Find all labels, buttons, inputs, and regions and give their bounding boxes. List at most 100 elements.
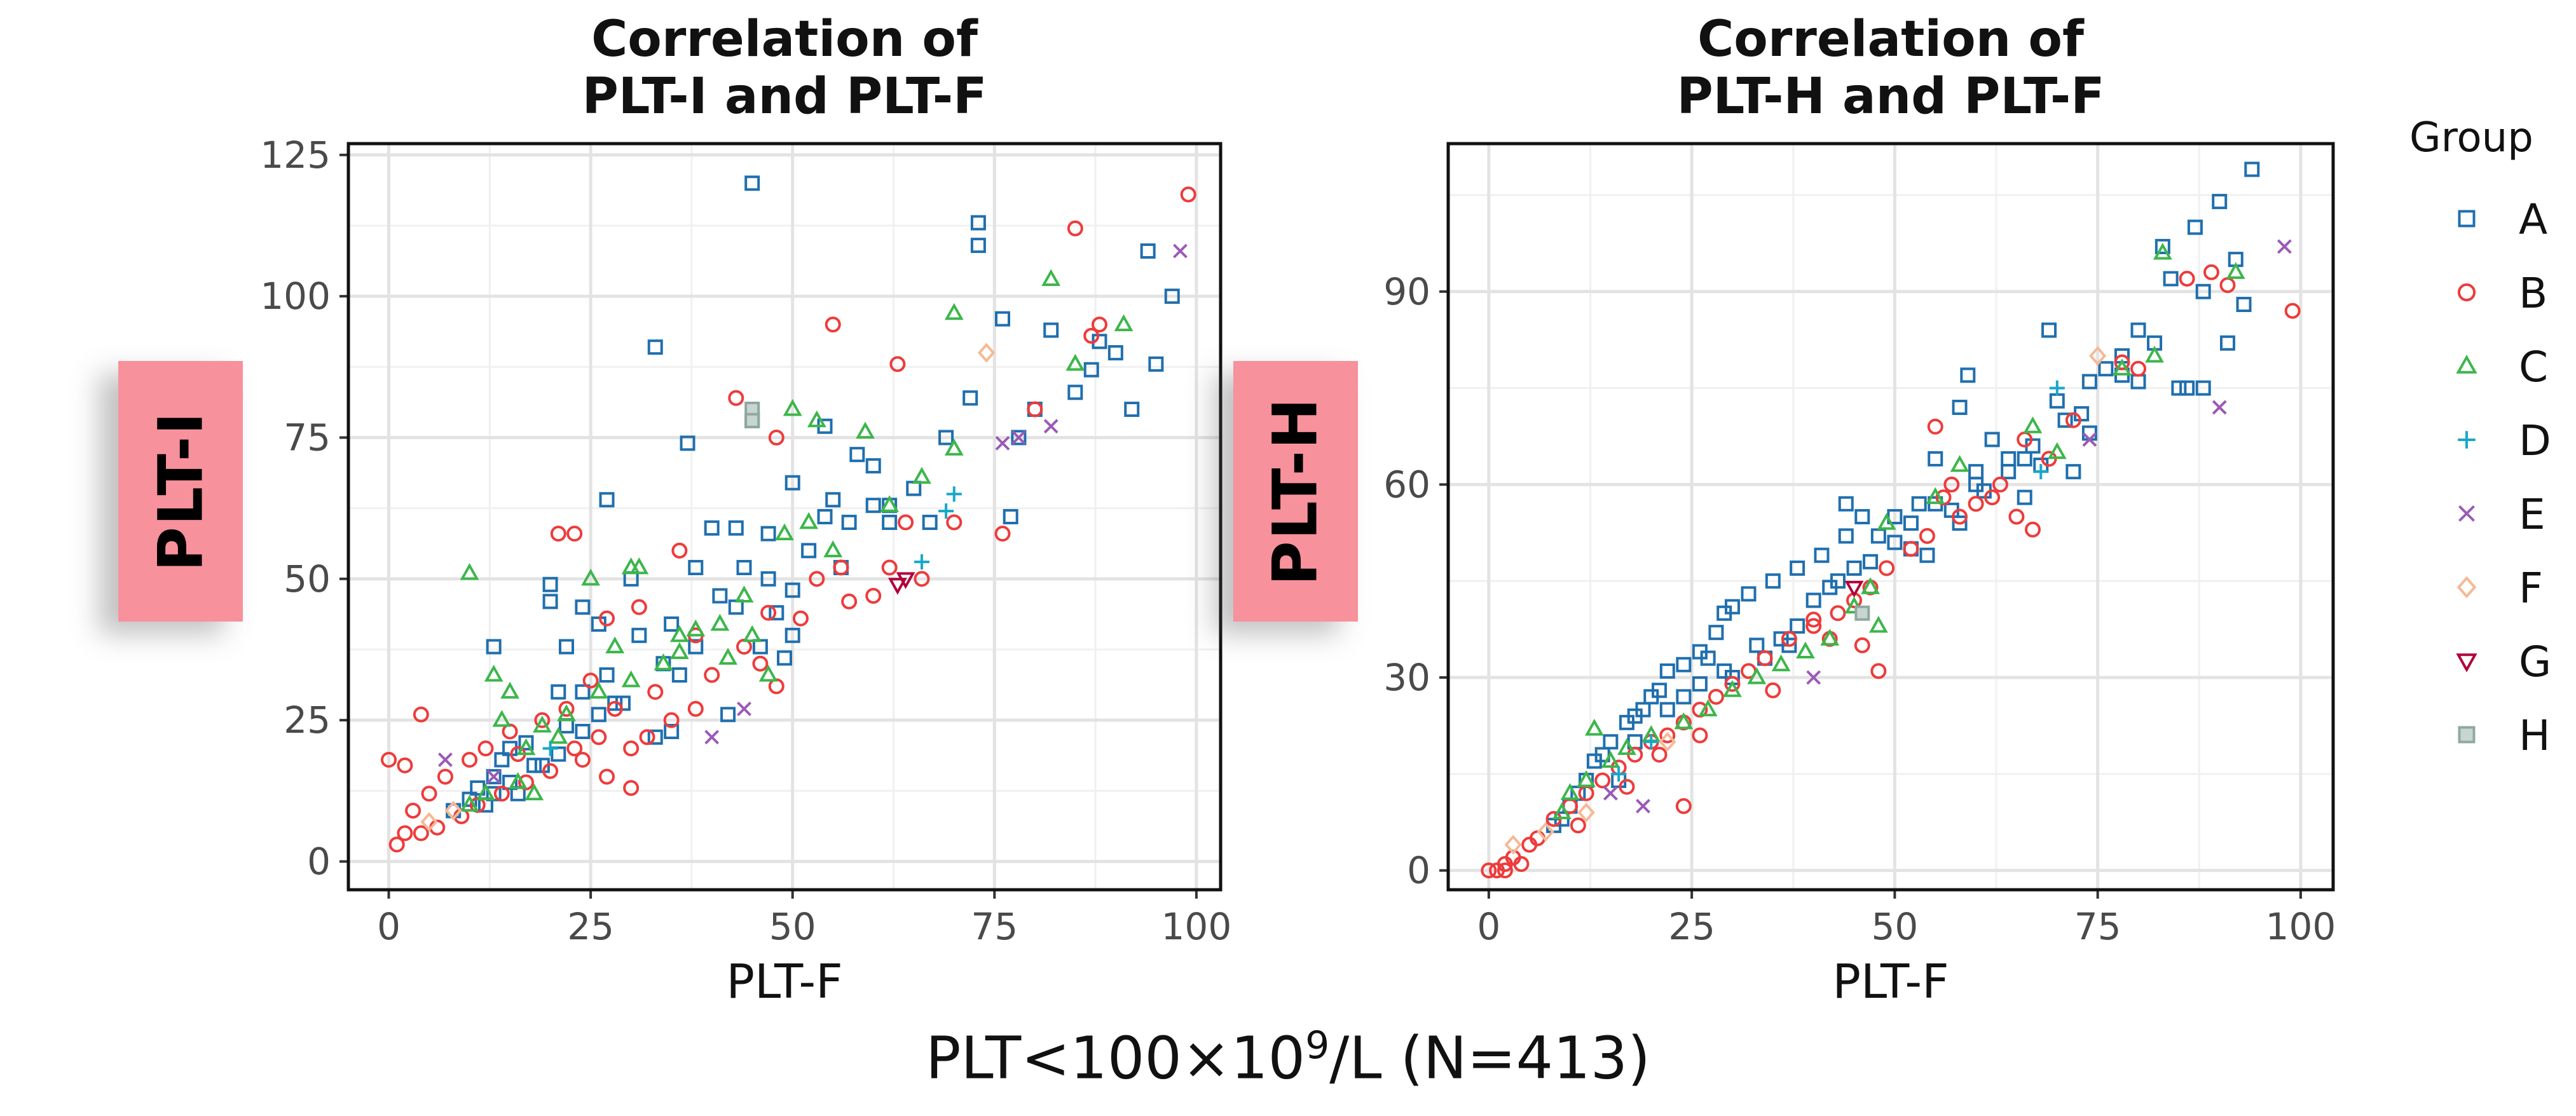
data-point-C	[532, 715, 552, 733]
data-point-A	[1854, 509, 1870, 524]
data-point-A	[607, 695, 623, 711]
x-tick-label: 75	[971, 905, 1018, 948]
data-point-A	[1011, 430, 1027, 446]
data-point-A	[526, 758, 542, 773]
chart-title-line: Correlation of	[591, 11, 978, 68]
data-point-C	[476, 783, 495, 801]
data-point-B	[599, 610, 615, 627]
data-point-C	[758, 664, 778, 682]
data-point-C	[944, 303, 964, 320]
data-point-A	[1003, 509, 1018, 524]
data-point-C	[500, 681, 519, 699]
data-point-A	[2212, 194, 2228, 210]
data-point-B	[1870, 663, 1887, 679]
data-point-C	[1041, 269, 1061, 286]
legend-key-G	[2456, 653, 2477, 672]
data-point-B	[881, 559, 898, 576]
data-point-A	[801, 543, 817, 559]
data-point-A	[1083, 362, 1099, 378]
series-H	[1854, 605, 1870, 621]
data-point-E	[1043, 419, 1058, 434]
data-point-A	[2017, 451, 2032, 466]
data-point-E	[2082, 432, 2097, 447]
data-point-B	[477, 740, 494, 757]
data-point-B	[1521, 836, 1538, 853]
data-point-A	[542, 594, 558, 609]
data-point-A	[2195, 380, 2211, 396]
data-point-A	[1148, 356, 1164, 372]
data-point-B	[1781, 630, 1797, 647]
data-point-A	[2163, 271, 2179, 287]
data-point-A	[575, 684, 591, 700]
data-point-C	[2226, 262, 2245, 279]
data-point-B	[1984, 489, 2001, 506]
data-point-A	[2171, 380, 2187, 396]
caption-prefix: PLT<100×10	[925, 1024, 1306, 1092]
data-point-B	[397, 825, 413, 841]
data-point-A	[712, 588, 728, 604]
legend-item-B: B	[2457, 269, 2547, 318]
x-axis-label: PLT-F	[726, 955, 842, 1009]
legend-key-H	[2458, 726, 2476, 744]
data-point-A	[938, 430, 954, 446]
data-point-C	[944, 439, 964, 456]
data-point-B	[2179, 271, 2195, 287]
data-point-C	[549, 726, 568, 744]
data-point-A	[1676, 689, 1692, 705]
data-point-B	[2024, 521, 2041, 538]
data-point-A	[882, 514, 898, 530]
data-point-A	[1741, 586, 1757, 602]
data-point-A	[1781, 637, 1797, 653]
series-C	[1552, 242, 2245, 820]
data-point-A	[1124, 402, 1140, 418]
data-point-C	[856, 421, 875, 439]
data-point-C	[629, 557, 649, 575]
data-point-A	[1659, 702, 1675, 718]
data-point-C	[1771, 654, 1791, 672]
data-point-B	[623, 780, 640, 796]
data-point-A	[970, 215, 986, 231]
data-point-A	[664, 616, 680, 632]
data-point-B	[1992, 476, 2008, 493]
data-point-C	[524, 783, 544, 801]
y-tick-label: 30	[1383, 656, 1430, 699]
data-point-A	[559, 639, 574, 655]
data-point-B	[833, 559, 849, 576]
x-tick-label: 50	[1871, 905, 1918, 948]
legend-item-C: C	[2456, 343, 2548, 391]
data-point-A	[1619, 714, 1634, 730]
caption-suffix: /L (N=413)	[1329, 1024, 1651, 1092]
data-point-C	[1560, 783, 1580, 800]
data-point-A	[1790, 618, 1805, 634]
data-point-C	[516, 738, 536, 756]
data-point-A	[542, 576, 558, 592]
data-point-B	[1027, 401, 1043, 418]
data-point-C	[669, 625, 689, 643]
x-tick-label: 0	[1477, 905, 1500, 948]
data-point-E	[2277, 239, 2292, 254]
series-C	[460, 269, 1134, 812]
data-point-A	[575, 599, 591, 615]
data-point-A	[736, 560, 752, 576]
data-point-B	[413, 706, 429, 723]
data-point-A	[1838, 496, 1854, 512]
data-point-F	[1659, 732, 1676, 752]
data-point-B	[2203, 264, 2219, 280]
data-point-D	[1611, 766, 1627, 782]
data-point-C	[1950, 454, 1970, 472]
data-point-C	[1552, 802, 1572, 820]
data-point-E	[2212, 400, 2227, 415]
data-point-A	[2098, 361, 2114, 377]
data-point-C	[1795, 641, 1815, 659]
data-point-H	[744, 412, 760, 428]
data-point-F	[420, 812, 438, 832]
data-point-A	[2066, 464, 2081, 480]
data-point-A	[518, 735, 534, 751]
data-point-F	[1504, 834, 1522, 855]
legend-key-F	[2456, 576, 2477, 599]
right-y-label-text: PLT-H	[1260, 397, 1332, 586]
data-point-A	[671, 667, 687, 683]
data-point-A	[688, 560, 704, 576]
